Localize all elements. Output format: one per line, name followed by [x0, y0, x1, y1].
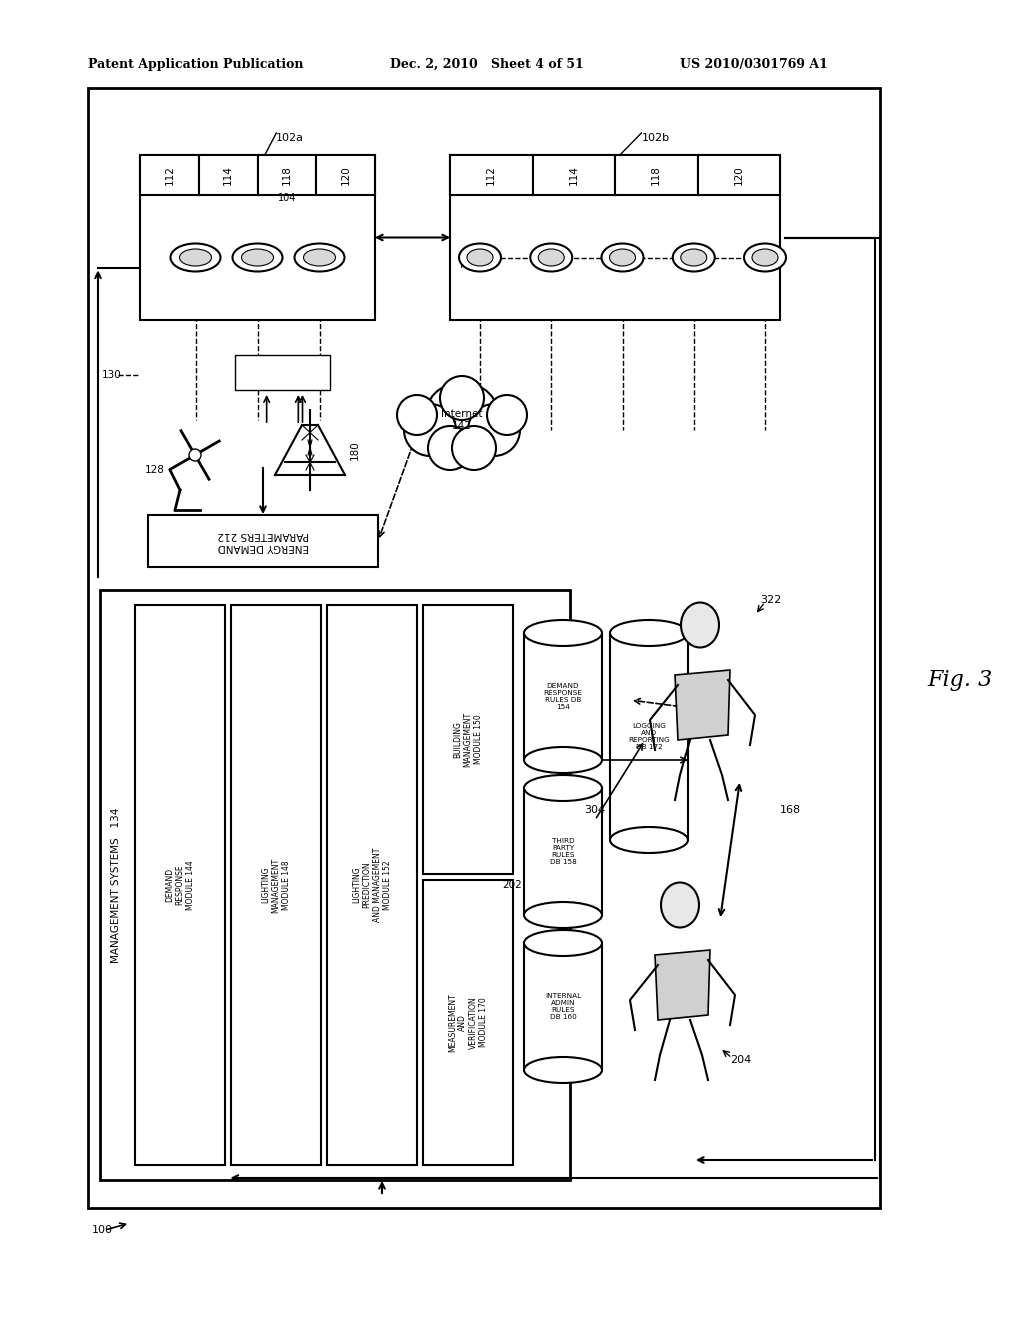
Circle shape: [397, 395, 437, 436]
Bar: [423, 605, 513, 874]
Text: 120: 120: [341, 165, 350, 185]
Ellipse shape: [530, 243, 572, 272]
Text: DEMAND
RESPONSE
MODULE 144: DEMAND RESPONSE MODULE 144: [165, 861, 195, 909]
Text: BUILDING
MANAGEMENT
MODULE 150: BUILDING MANAGEMENT MODULE 150: [453, 711, 483, 767]
Ellipse shape: [662, 883, 699, 928]
Text: 118: 118: [651, 165, 662, 185]
Ellipse shape: [681, 602, 719, 648]
Text: 114: 114: [568, 165, 579, 185]
Text: Fig. 3: Fig. 3: [928, 669, 992, 690]
Text: 120: 120: [734, 165, 743, 185]
Text: DEMAND
RESPONSE
RULES DB
154: DEMAND RESPONSE RULES DB 154: [544, 682, 583, 710]
Text: 204: 204: [730, 1055, 752, 1065]
Circle shape: [440, 376, 484, 420]
Circle shape: [428, 426, 472, 470]
Text: 100: 100: [92, 1225, 113, 1236]
Ellipse shape: [524, 775, 602, 801]
Bar: [450, 154, 780, 319]
Text: 108: 108: [461, 248, 471, 267]
Text: ENERGY DEMAND
PARAMETERS 212: ENERGY DEMAND PARAMETERS 212: [217, 531, 309, 552]
Ellipse shape: [744, 243, 786, 272]
Text: 102a: 102a: [276, 133, 304, 143]
Polygon shape: [655, 950, 710, 1020]
Ellipse shape: [539, 249, 564, 267]
Text: 168: 168: [779, 805, 801, 814]
Text: LOGGING
AND
REPORTING
DB 172: LOGGING AND REPORTING DB 172: [628, 723, 670, 750]
Ellipse shape: [524, 620, 602, 645]
Bar: [610, 634, 688, 840]
Ellipse shape: [232, 243, 283, 272]
Bar: [450, 154, 532, 195]
Text: US 2010/0301769 A1: US 2010/0301769 A1: [680, 58, 827, 71]
Ellipse shape: [601, 243, 643, 272]
Bar: [100, 590, 570, 1180]
Circle shape: [404, 404, 456, 455]
Text: LIGHTING
MANAGEMENT
MODULE 148: LIGHTING MANAGEMENT MODULE 148: [261, 858, 291, 912]
Bar: [231, 605, 321, 1166]
Bar: [327, 605, 417, 1166]
Ellipse shape: [524, 931, 602, 956]
Ellipse shape: [179, 249, 212, 267]
Bar: [615, 154, 697, 195]
Text: 202: 202: [502, 880, 522, 890]
Text: 114: 114: [223, 165, 233, 185]
Ellipse shape: [673, 243, 715, 272]
Text: Patent Application Publication: Patent Application Publication: [88, 58, 303, 71]
Circle shape: [487, 395, 527, 436]
Bar: [532, 154, 615, 195]
Bar: [140, 154, 375, 319]
Bar: [135, 605, 225, 1166]
Text: 118: 118: [282, 165, 292, 185]
Bar: [697, 154, 780, 195]
Circle shape: [189, 449, 201, 461]
Text: 104: 104: [279, 193, 297, 203]
Bar: [524, 942, 602, 1071]
Bar: [88, 88, 880, 1208]
Bar: [423, 880, 513, 1166]
Text: Internet
142: Internet 142: [441, 409, 482, 430]
Text: MANAGEMENT SYSTEMS   134: MANAGEMENT SYSTEMS 134: [111, 808, 121, 962]
Bar: [234, 355, 330, 389]
Ellipse shape: [752, 249, 778, 267]
Ellipse shape: [524, 747, 602, 774]
Text: 304: 304: [585, 805, 605, 814]
Text: 322: 322: [760, 595, 781, 605]
Ellipse shape: [524, 1057, 602, 1082]
Text: 130: 130: [102, 370, 122, 380]
Polygon shape: [675, 671, 730, 741]
Circle shape: [468, 404, 520, 455]
Text: INTERNAL
ADMIN
RULES
DB 160: INTERNAL ADMIN RULES DB 160: [545, 993, 581, 1020]
Text: THIRD
PARTY
RULES
DB 158: THIRD PARTY RULES DB 158: [550, 838, 577, 865]
Bar: [524, 788, 602, 915]
Text: 180: 180: [350, 440, 360, 459]
Bar: [316, 154, 375, 195]
Ellipse shape: [459, 243, 501, 272]
Bar: [524, 634, 602, 760]
Text: LIGHTING
PREDICTION
AND MANAGEMENT
MODULE 152: LIGHTING PREDICTION AND MANAGEMENT MODUL…: [352, 847, 392, 923]
Ellipse shape: [681, 249, 707, 267]
Ellipse shape: [171, 243, 220, 272]
Ellipse shape: [524, 902, 602, 928]
Bar: [199, 154, 257, 195]
Bar: [148, 515, 378, 568]
Ellipse shape: [303, 249, 336, 267]
Ellipse shape: [609, 249, 636, 267]
Text: 102b: 102b: [641, 133, 670, 143]
Text: 112: 112: [165, 165, 174, 185]
Ellipse shape: [610, 828, 688, 853]
Ellipse shape: [295, 243, 344, 272]
Text: Dec. 2, 2010   Sheet 4 of 51: Dec. 2, 2010 Sheet 4 of 51: [390, 58, 584, 71]
Ellipse shape: [242, 249, 273, 267]
Bar: [140, 154, 199, 195]
Circle shape: [452, 426, 496, 470]
Text: 112: 112: [486, 165, 497, 185]
Text: 128: 128: [145, 465, 165, 475]
Ellipse shape: [610, 620, 688, 645]
Text: MEASUREMENT
AND
VERIFICATION
MODULE 170: MEASUREMENT AND VERIFICATION MODULE 170: [447, 993, 488, 1052]
Bar: [257, 154, 316, 195]
Circle shape: [424, 381, 500, 458]
Ellipse shape: [467, 249, 493, 267]
